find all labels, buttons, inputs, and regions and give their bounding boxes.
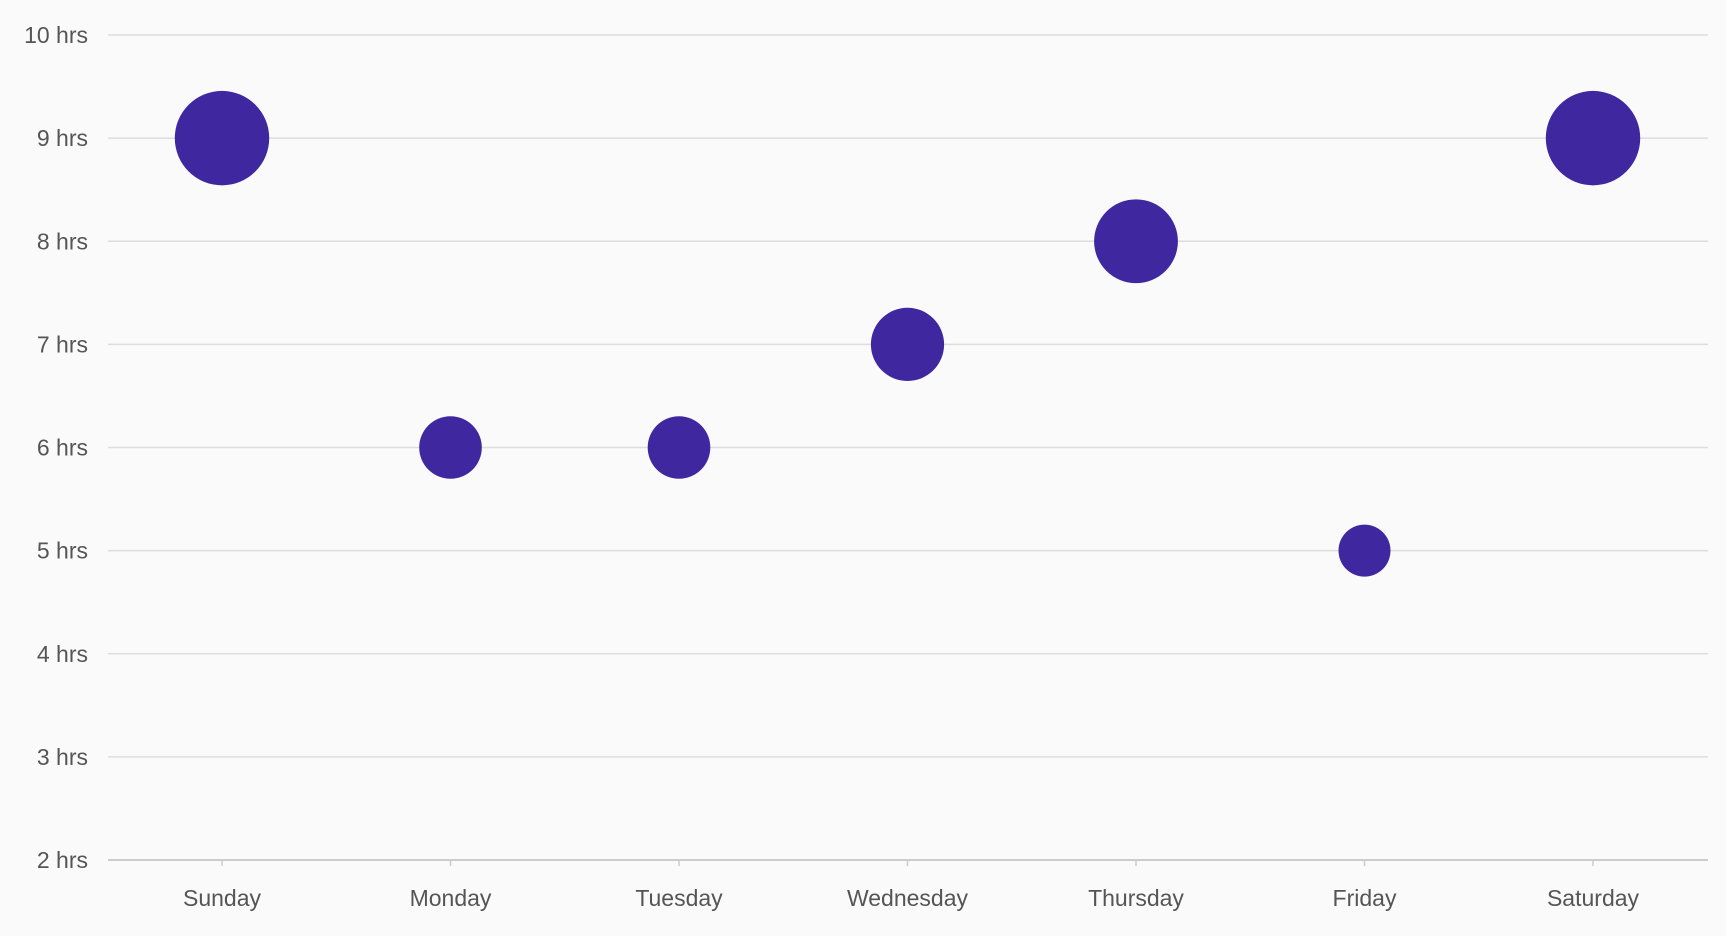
x-tick-label: Thursday [1088,885,1184,911]
y-tick-label: 6 hrs [37,435,88,461]
y-tick-label: 8 hrs [37,228,88,254]
y-tick-label: 5 hrs [37,538,88,564]
x-tick-label: Saturday [1547,885,1640,911]
bubble-saturday[interactable] [1545,90,1641,186]
y-tick-label: 4 hrs [37,641,88,667]
bubble-friday[interactable] [1338,524,1391,577]
x-tick-label: Wednesday [847,885,969,911]
x-tick-label: Tuesday [635,885,723,911]
bubble-wednesday[interactable] [870,307,945,381]
y-tick-label: 10 hrs [24,22,88,48]
bubble-sunday[interactable] [174,90,270,186]
x-tick-label: Monday [410,885,492,911]
y-axis: 10 hrs 9 hrs 8 hrs 7 hrs 6 hrs 5 hrs 4 hrs 3 hr… [24,22,88,873]
y-tick-label: 3 hrs [37,744,88,770]
bubble-layer [174,90,1641,577]
bubble-thursday[interactable] [1094,199,1178,284]
bubble-monday[interactable] [419,416,482,479]
y-tick-label: 2 hrs [37,847,88,873]
x-tick-label: Sunday [183,885,262,911]
bubble-tuesday[interactable] [647,416,711,479]
y-tick-label: 7 hrs [37,331,88,357]
grid-layer [108,34,1708,861]
x-axis: Sunday Monday Tuesday Wednesday Thursday Frid… [183,860,1640,911]
y-tick-label: 9 hrs [37,125,88,151]
x-tick-label: Friday [1333,885,1397,911]
